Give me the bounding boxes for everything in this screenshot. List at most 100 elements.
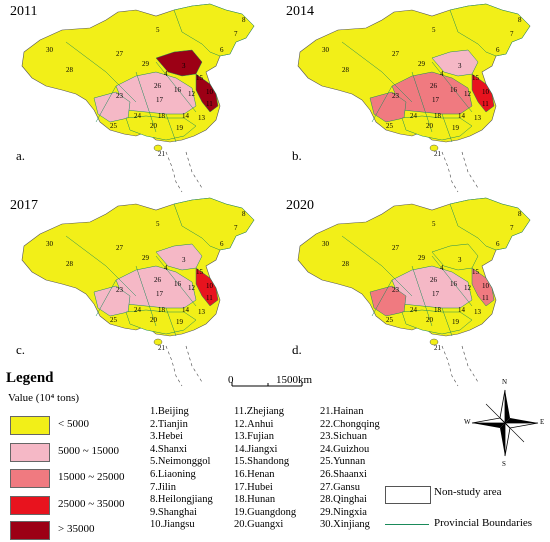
province-number: 26 — [430, 82, 438, 90]
province-number: 13 — [474, 308, 482, 316]
province-number: 28 — [342, 66, 350, 74]
china-map: 30 5 87 6 28 27 4 29 26 3 15 16 23 17 12 18 14 24 20 19 25 13… — [21, 197, 255, 387]
province-number: 19 — [176, 318, 184, 326]
legend-class-label: < 5000 — [58, 418, 89, 430]
province-number: 6 — [220, 240, 224, 248]
province-name: 20.Guangxi — [234, 519, 284, 531]
province-number: 15 — [196, 74, 204, 82]
province-number: 26 — [154, 82, 162, 90]
panel-year: 2020 — [286, 198, 314, 213]
province-number: 11 — [206, 100, 213, 108]
province-number: 23 — [392, 92, 400, 100]
province-number: 3 — [458, 62, 462, 70]
boundary-label: Provincial Boundaries — [434, 517, 533, 529]
north-arrow-icon: N S E W — [464, 378, 544, 468]
province-number: 3 — [182, 62, 186, 70]
sea-boundary — [165, 345, 203, 387]
province-boundary — [65, 235, 107, 267]
region-south — [125, 115, 197, 141]
province-number: 18 — [158, 306, 166, 314]
region-central — [115, 71, 197, 115]
province-number: 18 — [434, 112, 442, 120]
province-number: 11 — [482, 294, 489, 302]
province-number: 5 — [432, 220, 436, 228]
province-number: 10 — [206, 88, 214, 96]
sea-boundary — [441, 345, 479, 387]
panel-year: 2017 — [10, 198, 38, 213]
province-list-col1: 1.Beijing 2.Tianjin 3.Hebei 4.Shanxi 5.Neimo… — [150, 406, 213, 532]
province-number: 7 — [234, 30, 238, 38]
province-number: 14 — [182, 112, 190, 120]
province-number: 13 — [198, 308, 206, 316]
province-number: 4 — [440, 264, 444, 272]
province-boundary — [411, 71, 433, 133]
province-number: 8 — [242, 210, 246, 218]
region-east — [471, 73, 495, 113]
region-north — [155, 49, 203, 77]
province-number: 23 — [116, 92, 124, 100]
china-map: 30 5 87 6 28 27 4 29 26 3 15 16 23 17 12 18 14 24 20 19 25 13… — [21, 3, 255, 193]
province-number: 15 — [196, 268, 204, 276]
province-name: 5.Neimonggol — [150, 456, 211, 468]
panel-label: c. — [16, 342, 26, 357]
province-number: 26 — [154, 276, 162, 284]
province-boundary — [441, 113, 453, 143]
province-number: 8 — [518, 210, 522, 218]
province-boundary — [341, 41, 383, 73]
province-name: 24.Guizhou — [320, 443, 370, 455]
province-name: 18.Hunan — [234, 494, 276, 506]
province-number: 6 — [496, 240, 500, 248]
legend-swatch — [10, 443, 50, 462]
panel-label: b. — [292, 148, 302, 163]
province-boundary — [371, 279, 393, 317]
scale-distance: 1500km — [276, 374, 313, 386]
legend-class-label: 15000 ~ 25000 — [58, 471, 125, 483]
province-number: 4 — [164, 264, 168, 272]
province-name: 6.Liaoning — [150, 468, 196, 480]
province-number: 4 — [164, 70, 168, 78]
compass-s: S — [502, 460, 506, 468]
province-number: 27 — [392, 50, 400, 58]
province-number: 21 — [158, 150, 166, 158]
region-central — [391, 265, 473, 309]
region-ne — [173, 3, 255, 57]
legend-class-label: 25000 ~ 35000 — [58, 498, 125, 510]
region-north — [431, 49, 479, 77]
region-ne — [173, 197, 255, 251]
province-number: 7 — [510, 30, 514, 38]
province-number: 17 — [156, 290, 164, 298]
province-boundary — [411, 265, 433, 327]
province-number: 26 — [430, 276, 438, 284]
province-boundary — [165, 307, 177, 337]
province-number: 18 — [434, 306, 442, 314]
province-number: 28 — [66, 66, 74, 74]
region-south — [125, 309, 197, 335]
province-name: 2.Tianjin — [150, 418, 188, 430]
panel-year: 2011 — [10, 4, 38, 19]
map-panel-2017: 30 5 8 7 6 28 27 4 29 26 3 15 16 23 17 12 18 14 24 20 19 25 13… — [6, 196, 276, 391]
province-number: 21 — [434, 150, 442, 158]
province-number: 3 — [458, 256, 462, 264]
legend-class-label: 5000 ~ 15000 — [58, 445, 119, 457]
region-ne — [449, 3, 531, 57]
province-boundary — [95, 279, 117, 317]
province-number: 24 — [410, 306, 418, 314]
province-number: 10 — [206, 282, 214, 290]
region-north — [155, 243, 203, 271]
province-number: 30 — [322, 46, 330, 54]
hainan-island — [153, 144, 163, 152]
panel-year: 2014 — [286, 4, 314, 19]
province-name: 4.Shanxi — [150, 443, 188, 455]
region-east — [195, 73, 219, 113]
province-number: 20 — [150, 316, 158, 324]
province-number: 11 — [206, 294, 213, 302]
province-boundary — [105, 71, 137, 103]
province-name: 7.Jilin — [150, 481, 176, 493]
province-number: 14 — [458, 112, 466, 120]
province-number: 7 — [510, 224, 514, 232]
province-number: 7 — [234, 224, 238, 232]
province-name: 29.Ningxia — [320, 506, 367, 518]
province-boundary — [155, 255, 197, 307]
province-boundary — [431, 255, 473, 307]
province-number: 13 — [474, 114, 482, 122]
